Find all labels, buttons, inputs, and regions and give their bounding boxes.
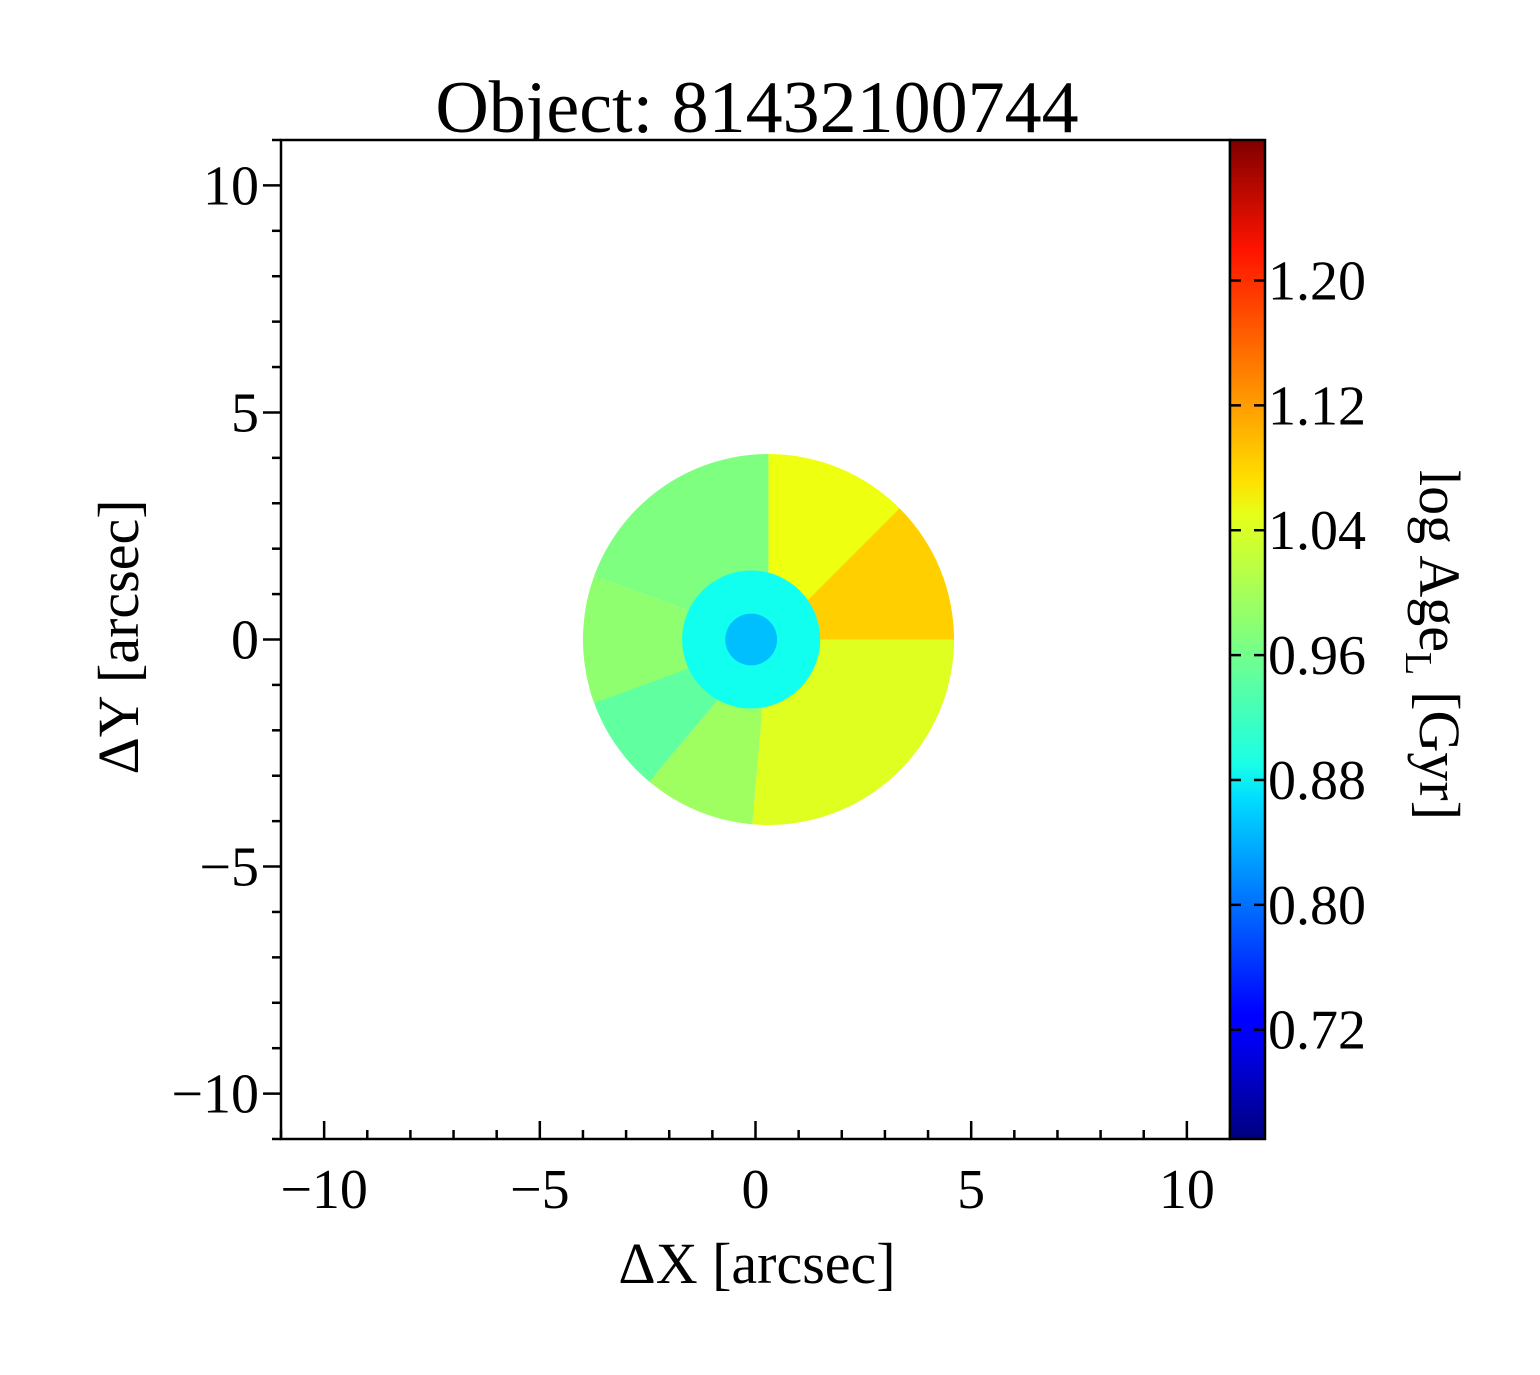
y-tick-label: 5: [231, 382, 259, 444]
colorbar-label-unit: [Gyr]: [1407, 691, 1472, 820]
x-tick-label: 0: [742, 1159, 770, 1221]
colorbar-ticks: 0.72 0.80 0.88 0.96 1.04 1.12 1.20: [1230, 250, 1366, 1062]
y-tick-label: 0: [231, 610, 259, 672]
colorbar: [1228, 138, 1267, 1141]
colorbar-tick-label: 1.20: [1268, 250, 1366, 312]
chart-title: Object: 81432100744: [435, 67, 1078, 149]
colorbar-tick-label: 0.72: [1268, 1000, 1366, 1062]
y-axis: −10 −5 0 5 10: [171, 138, 281, 1141]
heatmap-region: [582, 537, 769, 742]
colorbar-label: log AgeL [Gyr]: [1397, 470, 1472, 820]
x-axis-label: ΔX [arcsec]: [618, 1231, 895, 1296]
y-tick-label: −5: [199, 837, 259, 899]
x-axis: −10 −5 0 5 10: [279, 1121, 1232, 1221]
heatmap-region: [582, 639, 769, 825]
colorbar-label-main: log Age: [1407, 470, 1472, 652]
x-tick-label: 5: [957, 1159, 985, 1221]
x-tick-label: 10: [1159, 1159, 1215, 1221]
colorbar-tick-label: 1.04: [1268, 500, 1366, 562]
x-tick-label: −5: [510, 1159, 570, 1221]
colorbar-tick-label: 1.12: [1268, 375, 1366, 437]
svg-text:log AgeL[Gyr]: log AgeL [Gyr]: [1397, 470, 1472, 820]
colorbar-tick-label: 0.80: [1268, 875, 1366, 937]
y-tick-label: 10: [203, 155, 259, 217]
x-tick-label: −10: [280, 1159, 368, 1221]
heatmap-region: [725, 613, 778, 666]
colorbar-tick-label: 0.96: [1268, 625, 1366, 687]
y-axis-label: ΔY [arcsec]: [86, 499, 151, 774]
colorbar-tick-label: 0.88: [1268, 750, 1366, 812]
colorbar-label-sub: L: [1397, 652, 1439, 675]
heatmap-region: [582, 639, 769, 825]
y-tick-label: −10: [171, 1064, 259, 1126]
